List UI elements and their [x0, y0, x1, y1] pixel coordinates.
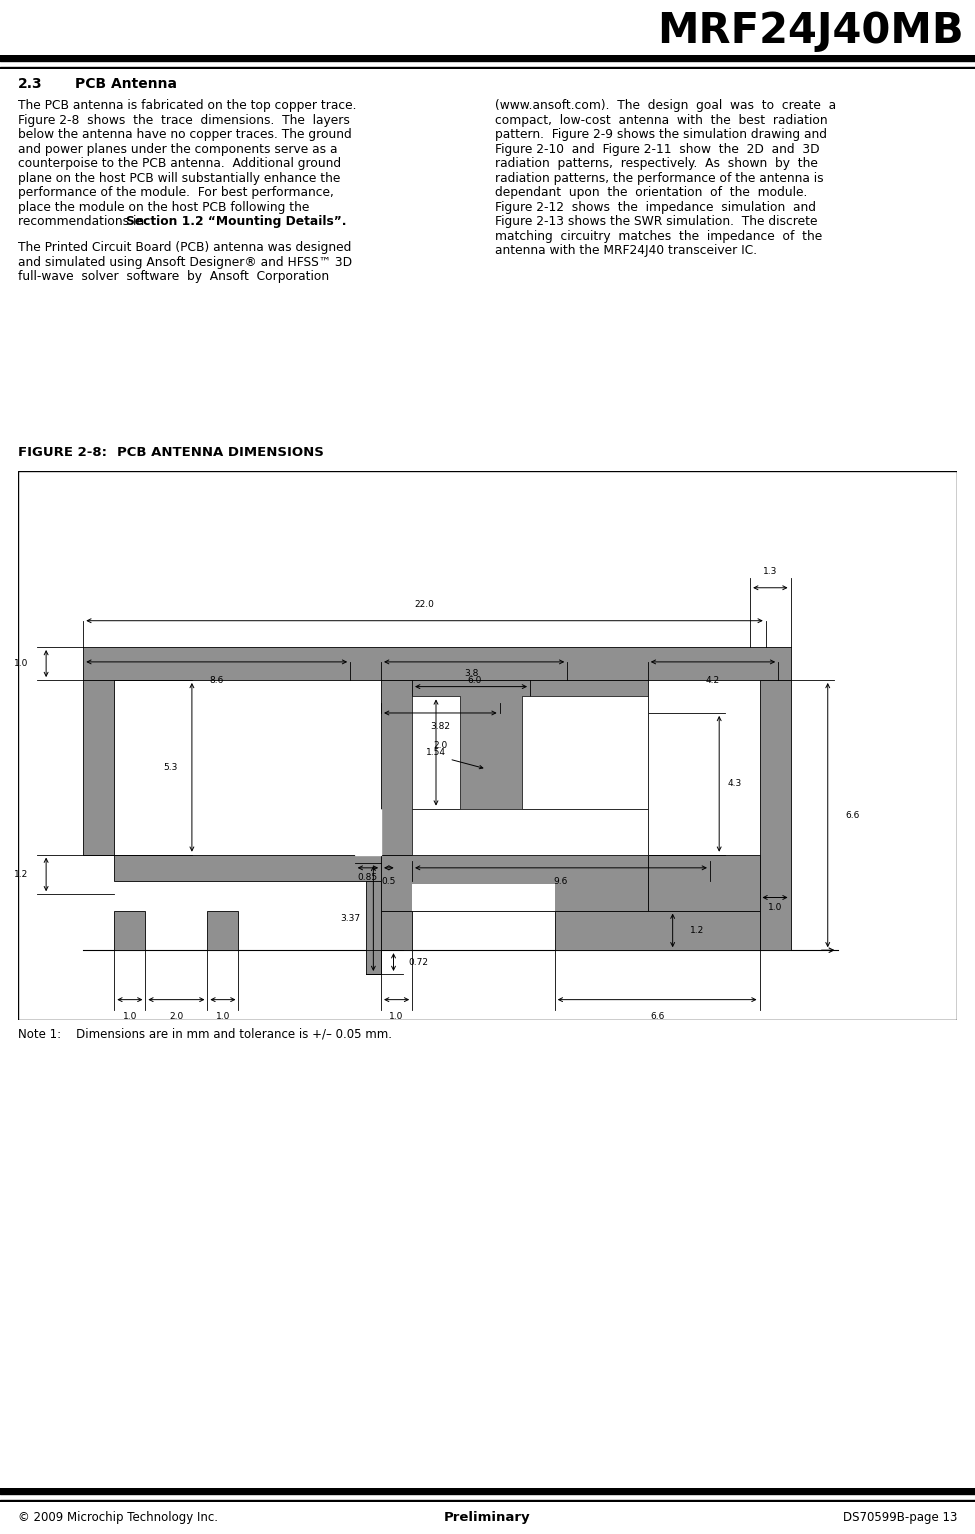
Bar — [647, 854, 760, 911]
Text: 1.3: 1.3 — [763, 566, 777, 575]
Text: 0.5: 0.5 — [381, 876, 396, 885]
Text: 6.0: 6.0 — [467, 675, 482, 684]
Text: 1.2: 1.2 — [15, 870, 28, 879]
Text: and simulated using Ansoft Designer® and HFSS™ 3D: and simulated using Ansoft Designer® and… — [18, 256, 352, 268]
Text: © 2009 Microchip Technology Inc.: © 2009 Microchip Technology Inc. — [18, 1511, 217, 1525]
Bar — [114, 911, 145, 950]
Text: MRF24J40MB: MRF24J40MB — [657, 11, 963, 52]
Text: 2.3: 2.3 — [18, 77, 43, 91]
Text: 1.0: 1.0 — [123, 1011, 137, 1020]
Bar — [381, 680, 647, 854]
Bar — [412, 884, 555, 911]
Text: 1.0: 1.0 — [215, 1011, 230, 1020]
Text: Preliminary: Preliminary — [445, 1511, 530, 1525]
Text: full-wave  solver  software  by  Ansoft  Corporation: full-wave solver software by Ansoft Corp… — [18, 270, 330, 284]
Text: (www.ansoft.com).  The  design  goal  was  to  create  a: (www.ansoft.com). The design goal was to… — [495, 100, 837, 112]
Text: place the module on the host PCB following the: place the module on the host PCB followi… — [18, 201, 309, 213]
Text: 0.85: 0.85 — [358, 873, 378, 882]
Text: 2.0: 2.0 — [433, 741, 448, 750]
Polygon shape — [355, 808, 381, 854]
Text: PCB Antenna: PCB Antenna — [75, 77, 177, 91]
Text: and power planes under the components serve as a: and power planes under the components se… — [18, 143, 337, 155]
Text: radiation  patterns,  respectively.  As  shown  by  the: radiation patterns, respectively. As sho… — [495, 156, 818, 170]
Text: 8.6: 8.6 — [210, 675, 224, 684]
Text: 1.0: 1.0 — [768, 904, 782, 911]
Text: recommendations in: recommendations in — [18, 215, 148, 229]
Text: PCB ANTENNA DIMENSIONS: PCB ANTENNA DIMENSIONS — [117, 446, 324, 459]
Text: 0.72: 0.72 — [409, 957, 428, 966]
Text: 22.0: 22.0 — [414, 600, 435, 609]
Text: below the antenna have no copper traces. The ground: below the antenna have no copper traces.… — [18, 127, 352, 141]
Bar — [555, 911, 760, 950]
Text: compact,  low-cost  antenna  with  the  best  radiation: compact, low-cost antenna with the best … — [495, 114, 828, 126]
Text: radiation patterns, the performance of the antenna is: radiation patterns, the performance of t… — [495, 172, 824, 184]
Text: The PCB antenna is fabricated on the top copper trace.: The PCB antenna is fabricated on the top… — [18, 100, 357, 112]
Bar — [366, 881, 381, 974]
Text: dependant  upon  the  orientation  of  the  module.: dependant upon the orientation of the mo… — [495, 186, 807, 199]
Text: pattern.  Figure 2-9 shows the simulation drawing and: pattern. Figure 2-9 shows the simulation… — [495, 127, 827, 141]
Text: 3.37: 3.37 — [340, 914, 360, 923]
Text: Figure 2-12  shows  the  impedance  simulation  and: Figure 2-12 shows the impedance simulati… — [495, 201, 816, 213]
Text: DS70599B-page 13: DS70599B-page 13 — [843, 1511, 957, 1525]
Text: matching  circuitry  matches  the  impedance  of  the: matching circuitry matches the impedance… — [495, 230, 822, 242]
Text: performance of the module.  For best performance,: performance of the module. For best perf… — [18, 186, 333, 199]
Text: 6.6: 6.6 — [650, 1011, 664, 1020]
Bar — [114, 854, 381, 881]
Bar — [83, 647, 791, 680]
Text: Figure 2-8  shows  the  trace  dimensions.  The  layers: Figure 2-8 shows the trace dimensions. T… — [18, 114, 350, 126]
Text: The Printed Circuit Board (PCB) antenna was designed: The Printed Circuit Board (PCB) antenna … — [18, 241, 351, 255]
Bar — [381, 911, 412, 950]
Text: 1.54: 1.54 — [426, 749, 446, 756]
Text: 1.0: 1.0 — [14, 660, 28, 667]
Text: 3.8: 3.8 — [464, 669, 479, 678]
Text: 4.2: 4.2 — [706, 675, 721, 684]
Text: 4.3: 4.3 — [727, 779, 742, 788]
Text: 6.6: 6.6 — [845, 810, 860, 819]
Bar — [412, 696, 460, 808]
Text: 9.6: 9.6 — [554, 876, 568, 885]
Text: plane on the host PCB will substantially enhance the: plane on the host PCB will substantially… — [18, 172, 340, 184]
Bar — [760, 680, 791, 950]
Text: Section 1.2 “Mounting Details”.: Section 1.2 “Mounting Details”. — [126, 215, 346, 229]
Text: counterpoise to the PCB antenna.  Additional ground: counterpoise to the PCB antenna. Additio… — [18, 156, 341, 170]
Text: Note 1:    Dimensions are in mm and tolerance is +/– 0.05 mm.: Note 1: Dimensions are in mm and toleran… — [18, 1028, 392, 1040]
Text: FIGURE 2-8:: FIGURE 2-8: — [18, 446, 106, 459]
Text: 1.0: 1.0 — [389, 1011, 404, 1020]
Text: Figure 2-13 shows the SWR simulation.  The discrete: Figure 2-13 shows the SWR simulation. Th… — [495, 215, 817, 229]
Bar — [83, 680, 114, 854]
Text: Figure 2-10  and  Figure 2-11  show  the  2D  and  3D: Figure 2-10 and Figure 2-11 show the 2D … — [495, 143, 820, 155]
Bar — [522, 696, 647, 808]
Text: 2.0: 2.0 — [170, 1011, 183, 1020]
Text: 3.82: 3.82 — [430, 721, 450, 730]
Bar — [381, 854, 647, 911]
Bar — [412, 808, 647, 854]
Text: antenna with the MRF24J40 transceiver IC.: antenna with the MRF24J40 transceiver IC… — [495, 244, 758, 258]
Text: 5.3: 5.3 — [163, 762, 177, 772]
Text: 1.2: 1.2 — [690, 927, 705, 934]
Bar — [208, 911, 239, 950]
